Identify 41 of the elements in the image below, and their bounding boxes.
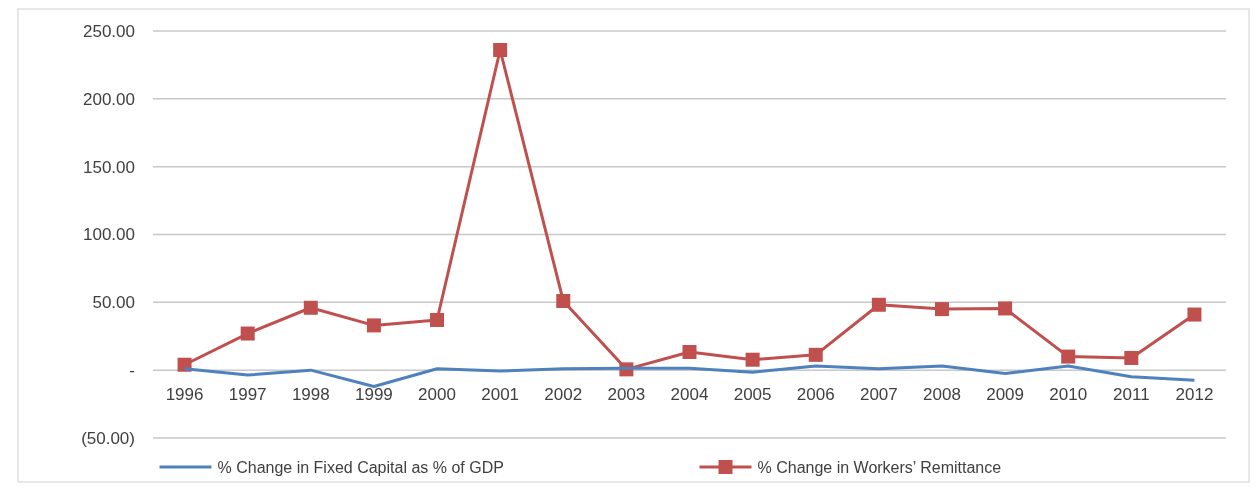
point <box>1061 349 1076 364</box>
x-tick-label: 2010 <box>1049 385 1088 405</box>
x-tick-label: 2012 <box>1175 385 1214 405</box>
y-tick-label: (50.00) <box>81 428 135 448</box>
y-tick-label: 250.00 <box>83 21 135 41</box>
x-tick-label: 2005 <box>733 385 772 405</box>
point <box>808 347 823 362</box>
x-tick-label: 2003 <box>607 385 646 405</box>
x-tick-label: 1997 <box>228 385 267 405</box>
point <box>1124 350 1139 365</box>
point <box>430 312 445 327</box>
x-tick-label: 2004 <box>670 385 709 405</box>
point <box>493 42 508 57</box>
point <box>556 293 571 308</box>
x-tick-label: 2001 <box>481 385 520 405</box>
point <box>682 344 697 359</box>
x-tick-label: 2007 <box>859 385 898 405</box>
point <box>934 302 949 317</box>
x-tick-label: 2009 <box>986 385 1024 405</box>
x-tick-label: 2000 <box>418 385 456 405</box>
point <box>1187 307 1202 322</box>
point <box>998 301 1013 316</box>
y-tick-label: 200.00 <box>83 89 135 109</box>
x-tick-label: 1998 <box>291 385 330 405</box>
x-tick-label: 2006 <box>796 385 835 405</box>
point <box>366 318 381 333</box>
x-tick-label: 1996 <box>165 385 204 405</box>
y-tick-label: - <box>129 361 135 381</box>
y-tick-label: 50.00 <box>92 293 135 313</box>
x-tick-label: 1999 <box>355 385 393 405</box>
legend-label: % Change in Fixed Capital as % of GDP <box>217 458 504 476</box>
legend-label: % Change in Workers’ Remittance <box>757 458 1002 476</box>
x-tick-label: 2011 <box>1113 385 1150 405</box>
point <box>871 297 886 312</box>
y-tick-label: 100.00 <box>83 225 135 245</box>
x-tick-label: 2002 <box>544 385 583 405</box>
y-tick-label: 150.00 <box>83 157 135 177</box>
point <box>745 352 760 367</box>
point <box>240 326 255 341</box>
x-tick-label: 2008 <box>923 385 961 405</box>
point <box>303 300 318 315</box>
